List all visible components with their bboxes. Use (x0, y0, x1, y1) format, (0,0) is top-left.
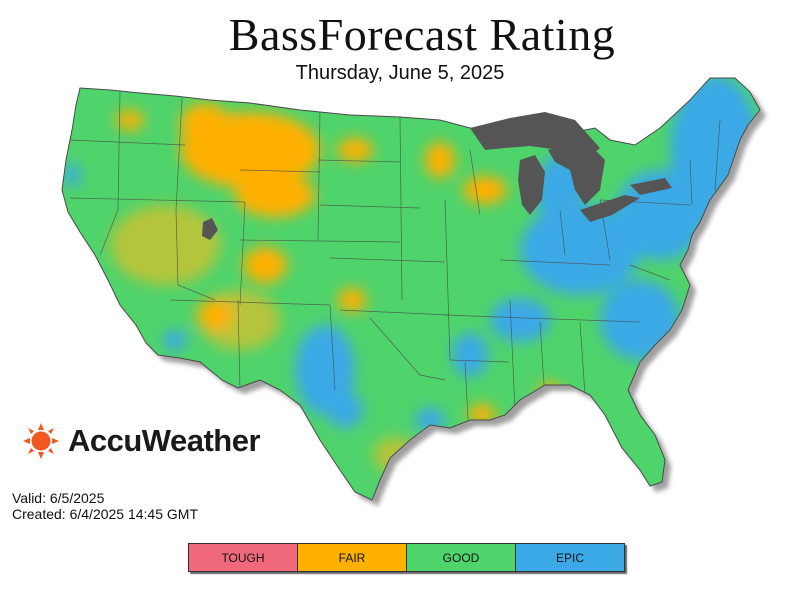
legend-label: EPIC (555, 550, 584, 565)
legend-label: GOOD (442, 550, 480, 565)
lake-michigan (518, 155, 545, 215)
fair-zone-oklahoma (338, 288, 366, 312)
lake-erie (580, 195, 640, 222)
fair-zone-minnesota (425, 142, 455, 178)
lake-ontario (630, 178, 672, 195)
fair-zone-washington (116, 110, 144, 130)
epic-zone-west-texas (327, 392, 363, 428)
epic-zone-arizona (163, 330, 187, 350)
epic-zone-tennessee (490, 298, 550, 342)
state-borders (69, 89, 721, 421)
legend-item-fair: FAIR (298, 544, 407, 571)
great-lakes (202, 112, 672, 240)
legend-label: TOUGH (221, 550, 265, 565)
brand-name: AccuWeather (68, 423, 261, 458)
page-title: BassForecast Rating (228, 9, 616, 60)
fair-zone-great-basin (110, 205, 220, 285)
forecast-meta: Valid: 6/5/2025 Created: 6/4/2025 14:45 … (12, 490, 198, 522)
legend-label: FAIR (338, 550, 366, 565)
epic-zone-arkansas (452, 333, 488, 377)
lake-huron (548, 140, 605, 205)
epic-zone-ohio-valley (520, 205, 640, 295)
fair-zone-colorado (243, 247, 287, 283)
valid-date: Valid: 6/5/2025 (12, 490, 105, 506)
forecast-date: Thursday, June 5, 2025 (295, 62, 505, 84)
great-salt-lake (202, 218, 218, 240)
fair-zone-wisconsin (463, 176, 507, 204)
created-timestamp: Created: 6/4/2025 14:45 GMT (12, 506, 198, 522)
epic-zone-new-mexico (295, 325, 355, 415)
sun-icon (23, 423, 59, 459)
fair-zone-arizona (197, 299, 233, 331)
fair-zone-idaho (180, 103, 230, 147)
accuweather-logo: AccuWeather (22, 422, 261, 460)
legend-item-good: GOOD (407, 544, 516, 571)
fair-zone-dakotas (337, 138, 373, 162)
rating-legend: TOUGH FAIR GOOD EPIC (188, 543, 625, 572)
epic-zone-atlantic (600, 280, 680, 360)
legend-item-epic: EPIC (516, 544, 624, 571)
epic-zone-oregon-coast (64, 163, 80, 187)
legend-item-tough: TOUGH (189, 544, 298, 571)
fair-zone-louisiana (468, 404, 496, 424)
fair-zone-wyoming (235, 173, 315, 217)
